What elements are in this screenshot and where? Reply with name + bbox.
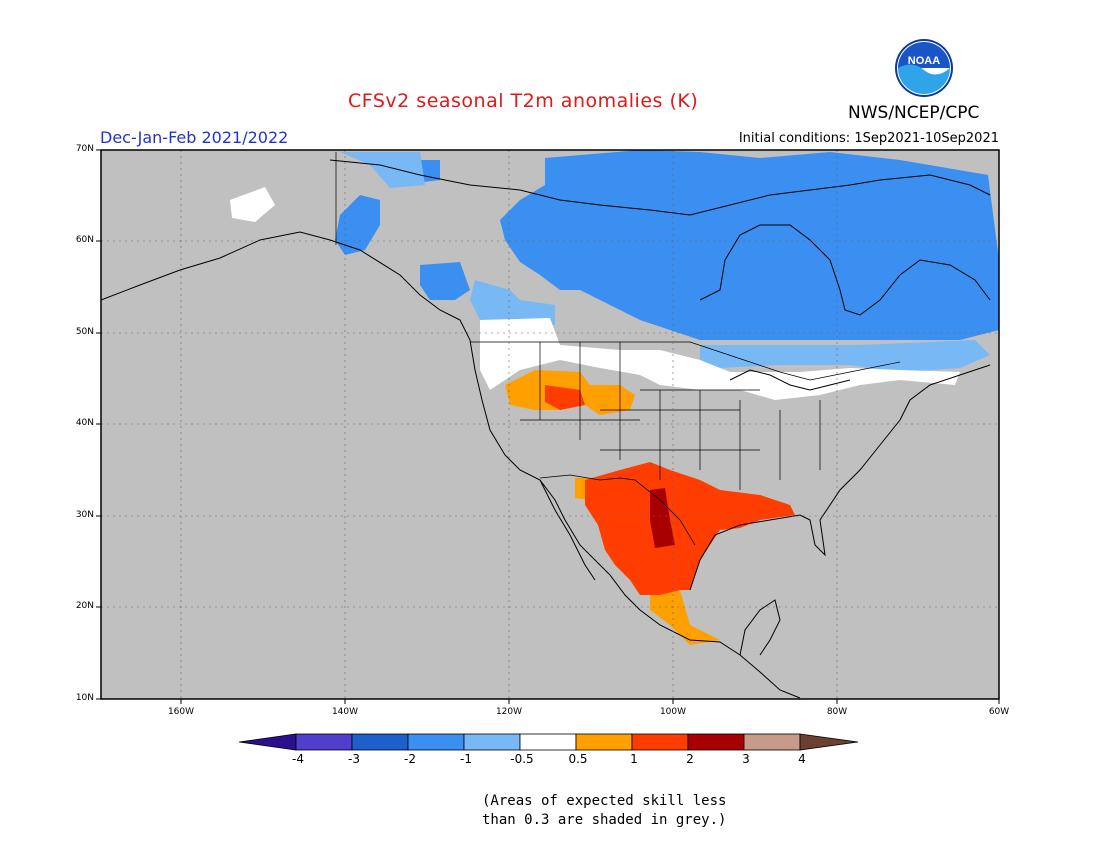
colorbar-swatch: [631, 733, 689, 751]
yucatan-coastline: [739, 599, 781, 656]
noaa-logo-text: NOAA: [908, 55, 940, 67]
colorbar-label: -3: [348, 752, 360, 766]
lat-label: 30N: [75, 510, 94, 520]
colorbar-swatch: [687, 733, 745, 751]
graticule: [101, 150, 999, 699]
lon-label: 160W: [167, 707, 195, 717]
anomaly-minus1-region-bc: [420, 262, 470, 300]
anomaly-plus05-mexico: [650, 590, 720, 645]
initial-conditions-label: Initial conditions: 1Sep2021-10Sep2021: [738, 131, 999, 146]
chart-title: CFSv2 seasonal T2m anomalies (K): [348, 90, 699, 112]
colorbar-arrow-low: [238, 733, 297, 751]
colorbar-label: 3: [742, 752, 750, 766]
season-label: Dec-Jan-Feb 2021/2022: [100, 128, 289, 147]
colorbar-label: -4: [292, 752, 304, 766]
colorbar-swatch: [407, 733, 465, 751]
lat-label: 10N: [75, 693, 94, 703]
anomaly-minus1-region-west: [335, 195, 380, 255]
colorbar-label: 4: [798, 752, 806, 766]
lon-label: 100W: [659, 707, 687, 717]
colorbar-swatch: [351, 733, 409, 751]
colorbar-swatch: [743, 733, 801, 751]
us-mexico-border: [539, 474, 696, 546]
anomaly-minus05-south-canada: [700, 340, 990, 372]
anomaly-minus05-region: [470, 280, 555, 325]
anomaly-plus2-region: [650, 488, 675, 548]
colorbar-label: 0.5: [568, 752, 588, 766]
colorbar-arrow-high: [799, 733, 859, 751]
us-canada-border: [470, 341, 901, 381]
colorbar: [238, 733, 859, 751]
colorbar-swatch: [295, 733, 353, 751]
lat-label: 40N: [75, 418, 94, 428]
anomaly-plus1-utah: [545, 385, 585, 410]
colorbar-label: 2: [686, 752, 694, 766]
anomaly-near-zero-band: [480, 318, 960, 400]
colorbar-label: -2: [404, 752, 416, 766]
lon-label: 120W: [495, 707, 523, 717]
colorbar-swatch: [463, 733, 521, 751]
lat-label: 70N: [75, 144, 94, 154]
lon-label: 80W: [826, 707, 848, 717]
anomaly-plus1-region: [585, 462, 795, 595]
great-lakes-outline: [729, 369, 851, 391]
anomaly-near-zero-alaska: [230, 187, 275, 222]
agency-label: NWS/NCEP/CPC: [848, 103, 980, 123]
lat-label: 20N: [75, 601, 94, 611]
north-america-coastline: [100, 231, 801, 699]
hudson-bay-coastline: [699, 224, 991, 316]
noaa-logo-icon: NOAA: [895, 39, 953, 97]
colorbar-label: -1: [460, 752, 472, 766]
skill-note-line1: (Areas of expected skill less: [482, 793, 727, 809]
anomaly-minus05-north: [340, 152, 425, 188]
state-lines: [520, 342, 821, 490]
gulf-coastline: [689, 364, 991, 591]
lon-label: 60W: [988, 707, 1010, 717]
lat-label: 50N: [75, 327, 94, 337]
lat-label: 60N: [75, 235, 94, 245]
axis-ticks: [96, 149, 1000, 704]
baja-coastline: [539, 479, 596, 581]
colorbar-swatch: [519, 733, 577, 751]
anomaly-minus1-region: [500, 150, 999, 340]
colorbar-swatch: [575, 733, 633, 751]
skill-note-line2: than 0.3 are shaded in grey.): [482, 812, 727, 828]
lon-label: 140W: [331, 707, 359, 717]
colorbar-label: -0.5: [510, 752, 534, 766]
arctic-coastline: [329, 159, 991, 216]
coastlines: [100, 159, 991, 699]
political-boundaries: [335, 152, 901, 546]
colorbar-label: 1: [630, 752, 638, 766]
